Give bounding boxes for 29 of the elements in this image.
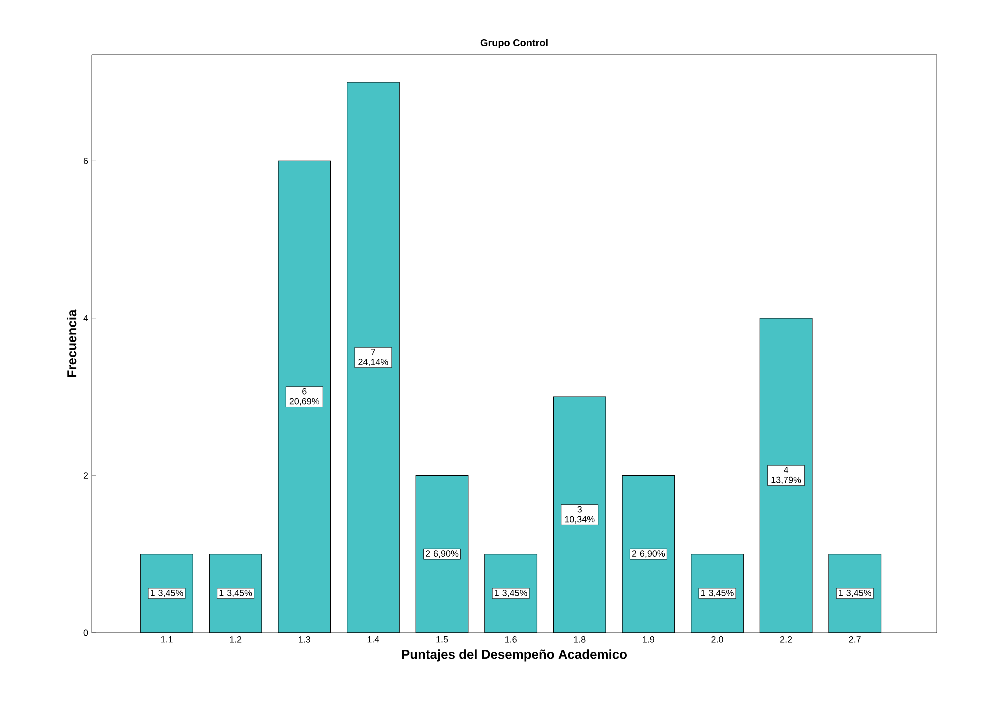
x-tick-label: 2.0 [712, 636, 724, 643]
y-axis-title: Frecuencia [67, 310, 77, 378]
data-label: 2 6,90% [632, 550, 666, 558]
x-tick-label: 1.1 [161, 636, 173, 643]
y-tick-label: 2 [84, 472, 88, 479]
data-label: 1 3,45% [839, 590, 872, 598]
data-label: 1 3,45% [701, 590, 734, 598]
x-tick-label: 1.6 [506, 636, 517, 643]
x-tick-label: 1.8 [574, 636, 586, 643]
x-axis-title: Puntajes del Desempeño Academico [402, 650, 627, 662]
y-tick-label: 4 [84, 315, 88, 322]
data-label: 4 13,79% [772, 467, 802, 484]
x-tick-label: 1.5 [436, 636, 448, 643]
data-label: 7 24,14% [358, 349, 388, 366]
x-tick-label: 2.2 [780, 636, 792, 643]
x-tick-label: 1.4 [368, 636, 380, 643]
data-label: 1 3,45% [151, 590, 184, 598]
chart-title: Grupo Control [480, 39, 548, 48]
x-tick-label: 1.3 [299, 636, 310, 643]
data-label: 1 3,45% [495, 590, 528, 598]
y-tick-label: 0 [84, 630, 88, 636]
x-tick-label: 1.2 [230, 636, 242, 643]
x-tick-label: 2.7 [849, 636, 861, 643]
x-tick-label: 1.9 [643, 636, 654, 643]
data-label: 1 3,45% [220, 590, 252, 598]
data-label: 2 6,90% [426, 550, 459, 558]
data-label: 3 10,34% [565, 506, 595, 524]
y-tick-label: 6 [84, 158, 88, 164]
data-label: 6 20,69% [290, 388, 320, 406]
